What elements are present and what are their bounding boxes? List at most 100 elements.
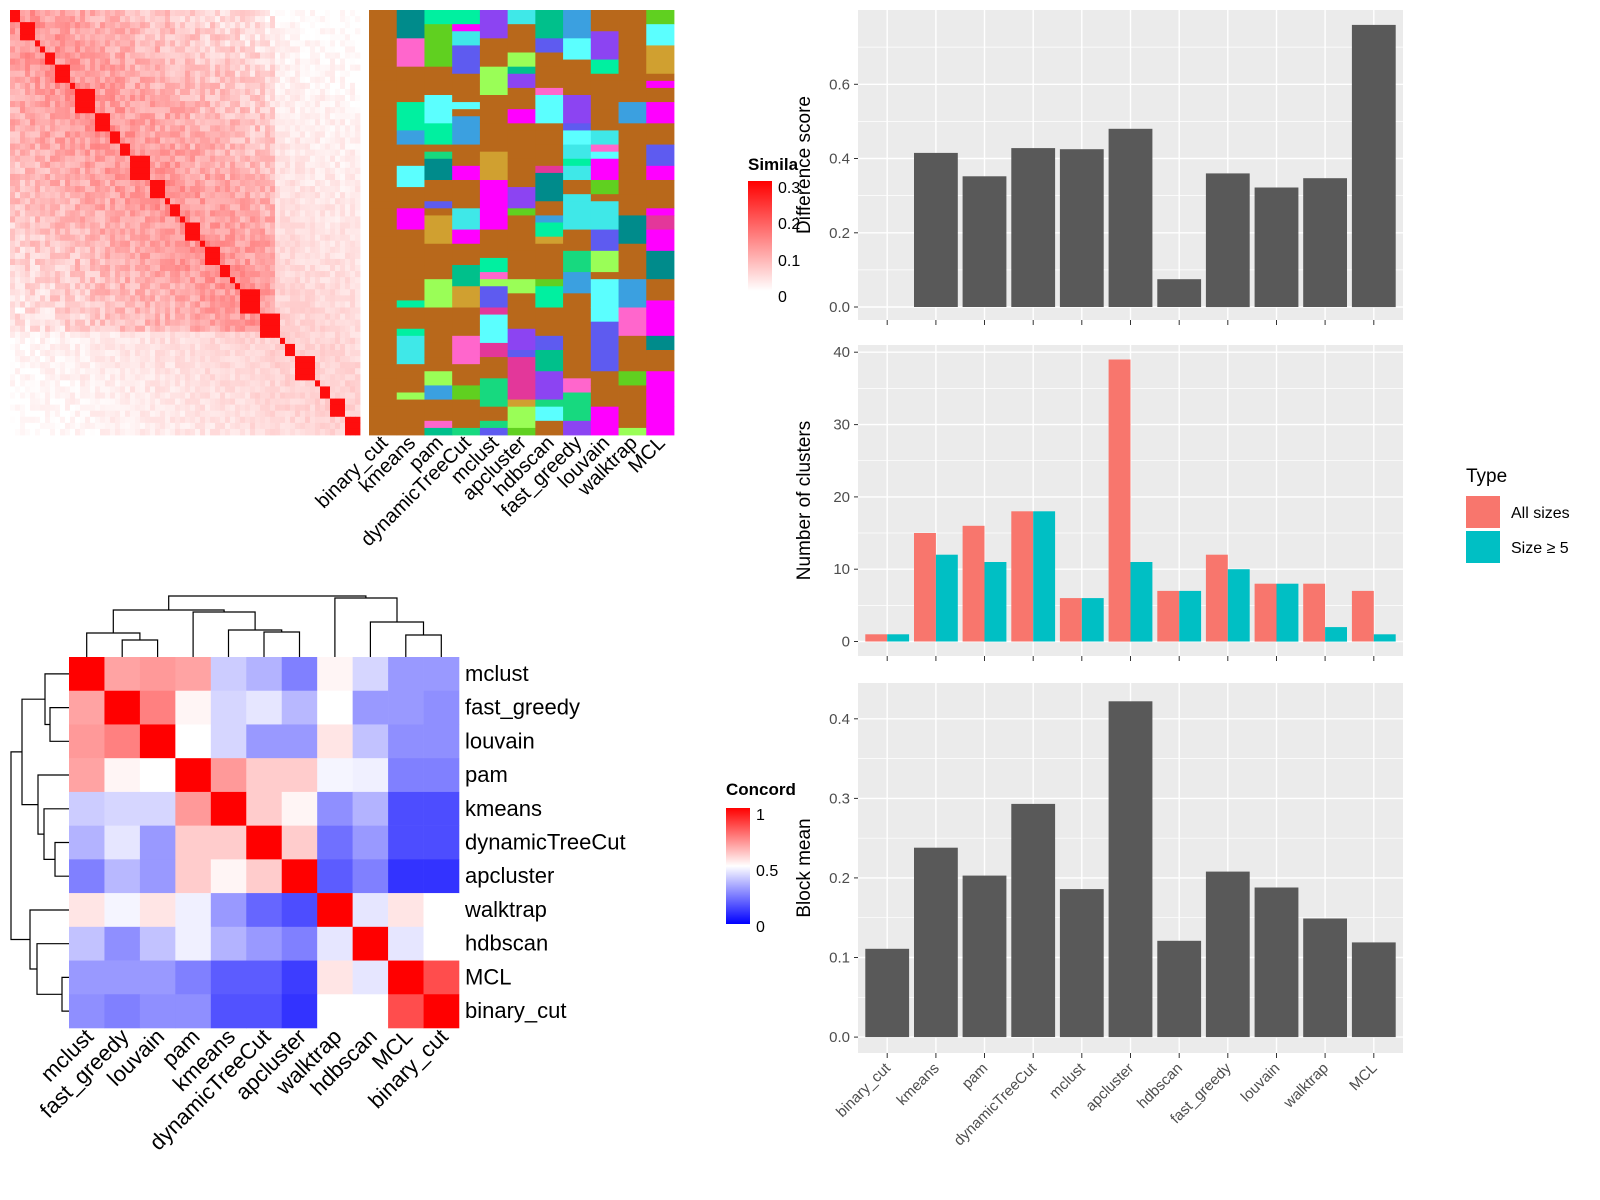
- concordance-cell: [104, 960, 141, 995]
- dendrogram-branch: [10, 751, 30, 941]
- concordance-cell: [104, 758, 141, 793]
- bar: [914, 847, 958, 1038]
- cluster-method-labels: binary_cutkmeanspamdynamicTreeCutmclusta…: [312, 432, 670, 551]
- similarity-legend-tick: 0.3: [778, 180, 800, 197]
- dendrogram-branch: [369, 621, 425, 657]
- bar: [1157, 940, 1202, 1038]
- y-axis-title: Difference score: [794, 96, 815, 234]
- concordance-cell: [281, 994, 318, 1029]
- concordance-row-label: louvain: [465, 728, 535, 753]
- concordance-cell: [246, 994, 283, 1029]
- concordance-legend-tick: 1: [756, 807, 765, 824]
- y-tick-label: 0.4: [829, 151, 850, 168]
- bar-size-ge5: [1033, 511, 1056, 642]
- y-tick-label: 20: [833, 489, 850, 506]
- similarity-legend-tick: 0: [778, 289, 787, 306]
- concordance-cell: [281, 657, 318, 692]
- concordance-cell: [69, 758, 105, 793]
- bar: [865, 948, 910, 1038]
- concordance-cell: [352, 657, 389, 692]
- legend-key-size-ge5: [1466, 531, 1500, 563]
- dendrogram-branch: [43, 808, 69, 860]
- concordance-cell: [246, 791, 283, 826]
- x-tick-label: pam: [959, 1060, 992, 1093]
- bar: [1303, 918, 1347, 1038]
- concordance-cell: [246, 657, 283, 692]
- concordance-cell: [281, 859, 318, 894]
- bar-all-sizes: [1157, 590, 1180, 642]
- concordance-cell: [352, 926, 389, 961]
- concordance-cell: [104, 926, 141, 961]
- concordance-cell: [175, 825, 212, 860]
- bar: [1254, 187, 1299, 307]
- y-tick-label: 30: [833, 417, 850, 434]
- bar: [1059, 889, 1104, 1038]
- dendrogram-branch: [227, 629, 283, 657]
- concordance-cell: [139, 758, 176, 793]
- concordance-cell: [69, 926, 105, 961]
- concordance-cell: [317, 758, 353, 793]
- concordance-cell: [104, 791, 141, 826]
- bar: [1108, 701, 1153, 1038]
- bar-all-sizes: [1011, 511, 1034, 642]
- concordance-cell: [139, 859, 176, 894]
- concordance-row-label: binary_cut: [465, 998, 567, 1023]
- concordance-cell: [104, 690, 141, 725]
- similarity-legend-title: Simila: [748, 155, 799, 174]
- similarity-legend-tick: 0.2: [778, 216, 800, 233]
- x-tick-label: walktrap: [1280, 1060, 1332, 1112]
- concordance-cell: [246, 960, 283, 995]
- concordance-cell: [317, 926, 353, 961]
- dendrogram-branch: [405, 634, 442, 657]
- concordance-cell: [246, 724, 283, 759]
- concordance-cell: [317, 893, 353, 928]
- concordance-cell: [175, 926, 212, 961]
- concordance-cell: [69, 724, 105, 759]
- concordance-cell: [281, 724, 318, 759]
- concordance-cell: [317, 657, 353, 692]
- y-tick-label: 0.1: [829, 950, 850, 967]
- bar: [1303, 178, 1347, 307]
- concordance-cell: [175, 994, 212, 1029]
- x-tick-label: dynamicTreeCut: [951, 1059, 1041, 1149]
- bar: [1011, 803, 1056, 1037]
- bar-all-sizes: [1205, 554, 1228, 642]
- concordance-cell: [210, 657, 247, 692]
- concordance-cell: [69, 657, 105, 692]
- concordance-cell: [210, 724, 247, 759]
- concordance-row-label: dynamicTreeCut: [465, 830, 626, 855]
- concordance-cell: [210, 758, 247, 793]
- bar: [1254, 887, 1299, 1038]
- concordance-cell: [317, 859, 353, 894]
- concordance-row-label: MCL: [465, 964, 511, 989]
- row-dendrogram: [10, 673, 69, 1012]
- concordance-cell: [352, 758, 389, 793]
- bar: [962, 875, 1007, 1038]
- concordance-cell: [281, 926, 318, 961]
- concordance-cell: [317, 994, 353, 1029]
- concordance-cell: [246, 758, 283, 793]
- dendrogram-branch: [21, 698, 45, 806]
- bar-size-ge5: [1276, 583, 1299, 642]
- concordance-column-labels: mclustfast_greedylouvainpamkmeansdynamic…: [35, 1024, 453, 1155]
- dendrogram-branch: [29, 909, 69, 970]
- cluster-membership-heatmap: [369, 10, 675, 436]
- bar: [962, 176, 1007, 307]
- concordance-legend-bar: [726, 808, 750, 924]
- concordance-cell: [388, 724, 424, 759]
- bar: [1059, 149, 1104, 307]
- concordance-cell: [139, 960, 176, 995]
- concordance-cell: [352, 825, 389, 860]
- bar: [1351, 942, 1396, 1038]
- concordance-cell: [139, 791, 176, 826]
- difference-score-chart: 0.0 0.2 0.4 0.6 Difference score: [794, 10, 1403, 325]
- concordance-cell: [104, 825, 141, 860]
- concordance-cell: [139, 926, 176, 961]
- similarity-heatmap: [10, 10, 361, 436]
- type-legend: Type All sizes Size ≥ 5: [1466, 466, 1570, 563]
- concordance-cell: [246, 825, 283, 860]
- bar: [1157, 279, 1202, 307]
- concordance-cell: [175, 893, 212, 928]
- similarity-legend-tick: 0.1: [778, 253, 800, 270]
- concordance-cell: [423, 690, 460, 725]
